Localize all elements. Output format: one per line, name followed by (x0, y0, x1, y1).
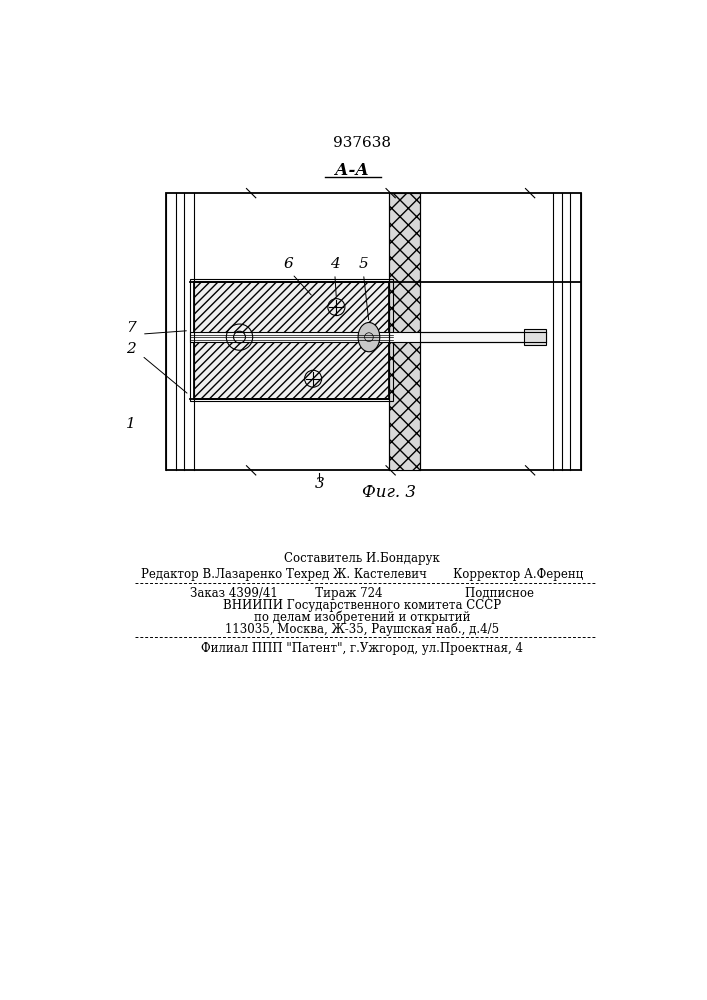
Text: 113035, Москва, Ж-35, Раушская наб., д.4/5: 113035, Москва, Ж-35, Раушская наб., д.4… (225, 622, 499, 636)
Text: ВНИИПИ Государственного комитета СССР: ВНИИПИ Государственного комитета СССР (223, 599, 501, 612)
Bar (524, 329, 546, 345)
Ellipse shape (358, 323, 380, 352)
Text: Филиал ППП "Патент", г.Ужгород, ул.Проектная, 4: Филиал ППП "Патент", г.Ужгород, ул.Проек… (201, 642, 523, 655)
Text: 3: 3 (315, 477, 325, 491)
Text: А-А: А-А (335, 162, 369, 179)
Text: 6: 6 (284, 257, 293, 271)
Text: по делам изобретений и открытий: по делам изобретений и открытий (254, 611, 470, 624)
Bar (190, 332, 546, 342)
Text: 1: 1 (126, 417, 136, 431)
Text: Заказ 4399/41          Тираж 724                      Подписное: Заказ 4399/41 Тираж 724 Подписное (190, 587, 534, 600)
Text: 5: 5 (358, 257, 368, 271)
Text: 4: 4 (330, 257, 339, 271)
Text: 2: 2 (126, 342, 136, 356)
Bar (190, 279, 393, 401)
Bar (194, 282, 389, 399)
Text: 937638: 937638 (333, 136, 391, 150)
Bar (166, 193, 580, 470)
Text: 7: 7 (126, 321, 136, 335)
Text: Фиг. 3: Фиг. 3 (362, 484, 416, 501)
Text: Составитель И.Бондарук: Составитель И.Бондарук (284, 552, 440, 565)
Text: Редактор В.Лазаренко Техред Ж. Кастелевич       Корректор А.Ференц: Редактор В.Лазаренко Техред Ж. Кастелеви… (141, 568, 583, 581)
Bar (389, 193, 420, 470)
